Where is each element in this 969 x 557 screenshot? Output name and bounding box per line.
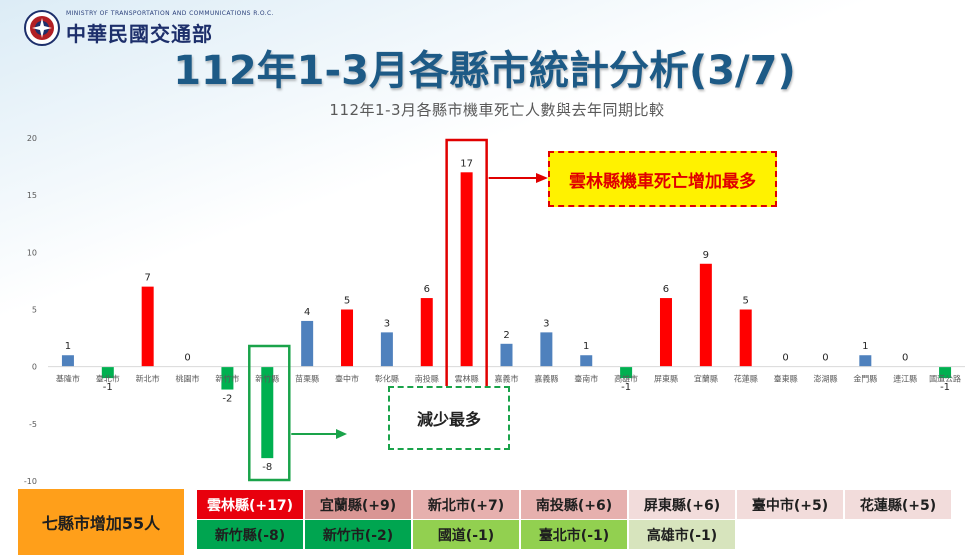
bar (341, 309, 354, 367)
x-tick-label: 新北市 (136, 374, 160, 384)
data-label: -1 (621, 382, 631, 393)
data-label: -2 (222, 394, 232, 405)
x-tick-label: 新竹市 (215, 374, 239, 384)
x-tick-label: 臺南市 (574, 374, 598, 384)
data-label: 3 (384, 318, 390, 329)
data-label: 3 (543, 318, 549, 329)
data-label: 2 (503, 330, 509, 341)
increase-summary-cell: 屏東縣(+6) (628, 489, 736, 520)
x-tick-label: 彰化縣 (375, 374, 399, 384)
bar (739, 309, 752, 367)
x-tick-label: 澎湖縣 (813, 374, 837, 384)
increase-summary-cell: 南投縣(+6) (520, 489, 628, 520)
decrease-arrowhead (336, 429, 347, 439)
bar (141, 286, 154, 367)
decrease-summary-cell: 國道(-1) (412, 519, 520, 550)
decrease-summary-cell: 高雄市(-1) (628, 519, 736, 550)
increase-callout: 雲林縣機車死亡增加最多 (548, 151, 777, 207)
decrease-summary-cell: 新竹市(-2) (304, 519, 412, 550)
y-tick-label: 0 (32, 363, 37, 372)
decrease-callout: 減少最多 (388, 386, 510, 450)
bar (699, 263, 712, 367)
x-tick-label: 高雄市 (614, 374, 638, 384)
increase-summary-cell: 花蓮縣(+5) (844, 489, 952, 520)
decrease-summary-cell: 新竹縣(-8) (196, 519, 304, 550)
increase-summary-cell: 雲林縣(+17) (196, 489, 304, 520)
data-label: 6 (663, 284, 669, 295)
bar (61, 355, 74, 367)
data-label: 5 (344, 296, 350, 307)
bar-chart: 20151050-5-10基隆市1臺北市-1新北市7桃園市0新竹市-2新竹縣-8… (24, 134, 965, 486)
min-bar-highlight-box (248, 344, 291, 482)
y-tick-label: -10 (24, 477, 37, 486)
bar (859, 355, 872, 367)
x-tick-label: 連江縣 (893, 374, 917, 384)
data-label: 5 (743, 296, 749, 307)
bar (261, 366, 274, 459)
data-label: 17 (460, 158, 473, 169)
bar (580, 355, 593, 367)
x-tick-label: 宜蘭縣 (694, 374, 718, 384)
x-tick-label: 金門縣 (853, 374, 877, 384)
x-tick-label: 臺中市 (335, 374, 359, 384)
data-label: 7 (144, 273, 150, 284)
x-tick-label: 桃園市 (176, 374, 200, 384)
bar (101, 366, 114, 379)
bar (540, 332, 553, 367)
x-tick-label: 臺北市 (96, 374, 120, 384)
bar (620, 366, 633, 379)
data-label: 0 (782, 353, 788, 364)
data-label: 4 (304, 307, 310, 318)
data-label: 0 (902, 353, 908, 364)
bar (301, 320, 314, 367)
decrease-summary-cell: 臺北市(-1) (520, 519, 628, 550)
y-tick-label: 10 (27, 248, 37, 257)
y-tick-label: 15 (27, 191, 37, 200)
y-tick-label: 20 (27, 134, 37, 143)
bar (420, 298, 433, 367)
bar (659, 298, 672, 367)
x-tick-label: 雲林縣 (455, 374, 479, 384)
increase-arrowhead (536, 173, 548, 183)
x-tick-label: 新竹縣 (255, 374, 279, 384)
data-label: 1 (862, 341, 868, 352)
ministry-name-english: MINISTRY OF TRANSPORTATION AND COMMUNICA… (66, 10, 274, 17)
x-tick-label: 臺東縣 (774, 374, 798, 384)
increase-summary-cell: 新北市(+7) (412, 489, 520, 520)
header: MINISTRY OF TRANSPORTATION AND COMMUNICA… (0, 0, 969, 46)
ministry-name-chinese: 中華民國交通部 (66, 22, 213, 46)
x-tick-label: 嘉義縣 (534, 374, 558, 384)
data-label: 0 (822, 353, 828, 364)
bar (939, 366, 952, 379)
bar (500, 343, 513, 367)
page-title: 112年1-3月各縣市統計分析(3/7) (173, 48, 796, 94)
data-label: 9 (703, 250, 709, 261)
data-label: -8 (262, 462, 272, 473)
data-label: 6 (424, 284, 430, 295)
x-tick-label: 南投縣 (415, 374, 439, 384)
increase-summary-cell: 宜蘭縣(+9) (304, 489, 412, 520)
y-tick-label: 5 (32, 306, 37, 315)
y-tick-label: -5 (29, 420, 37, 429)
data-label: -1 (103, 382, 113, 393)
bar (460, 172, 473, 367)
x-tick-label: 屏東縣 (654, 374, 678, 384)
data-label: 0 (184, 353, 190, 364)
data-label: 1 (583, 341, 589, 352)
x-tick-label: 國道公路 (929, 374, 961, 384)
increase-summary-cell: 臺中市(+5) (736, 489, 844, 520)
data-label: -1 (940, 382, 950, 393)
chart-subtitle: 112年1-3月各縣市機車死亡人數與去年同期比較 (329, 101, 665, 119)
bar (221, 366, 234, 390)
x-tick-label: 基隆市 (56, 374, 80, 384)
summary-label: 七縣市增加55人 (18, 489, 184, 555)
x-tick-label: 苗栗縣 (295, 374, 319, 384)
bar (380, 332, 393, 367)
x-tick-label: 嘉義市 (495, 374, 519, 384)
x-tick-label: 花蓮縣 (734, 374, 758, 384)
ministry-seal-logo (24, 10, 60, 46)
data-label: 1 (65, 341, 71, 352)
